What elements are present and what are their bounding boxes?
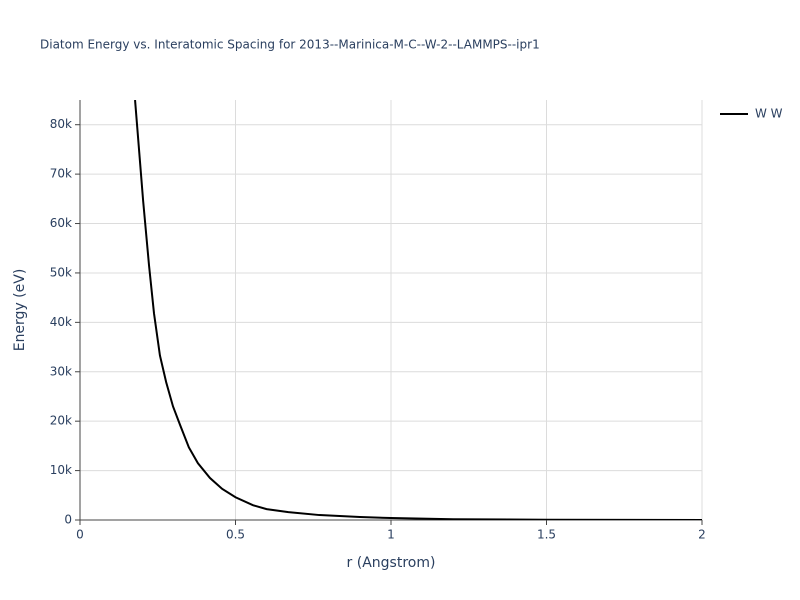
x-tick-label: 1.5 xyxy=(537,528,556,542)
legend-label: W W xyxy=(755,107,783,121)
y-tick-label: 50k xyxy=(50,265,72,279)
y-tick-label: 60k xyxy=(50,216,72,230)
x-tick-label: 0 xyxy=(76,528,84,542)
x-tick-label: 1 xyxy=(387,528,395,542)
y-tick-label: 20k xyxy=(50,414,72,428)
y-tick-label: 80k xyxy=(50,117,72,131)
data-line xyxy=(134,100,702,520)
y-tick-label: 30k xyxy=(50,364,72,378)
x-axis-title: r (Angstrom) xyxy=(347,555,436,571)
y-tick-label: 0 xyxy=(64,513,72,527)
y-tick-label: 10k xyxy=(50,463,72,477)
y-tick-label: 70k xyxy=(50,167,72,181)
x-tick-label: 0.5 xyxy=(226,528,245,542)
y-axis-title: Energy (eV) xyxy=(12,269,28,352)
chart-title: Diatom Energy vs. Interatomic Spacing fo… xyxy=(40,38,540,52)
y-tick-label: 40k xyxy=(50,315,72,329)
x-tick-label: 2 xyxy=(698,528,706,542)
